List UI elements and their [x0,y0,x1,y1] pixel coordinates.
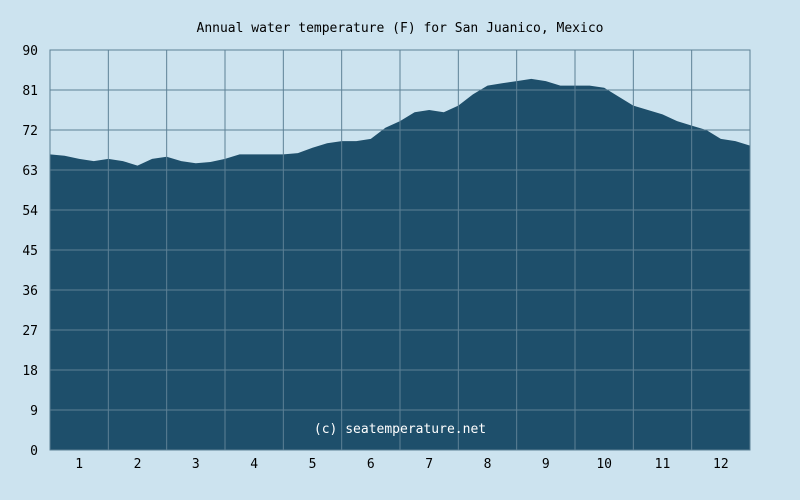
x-tick-label: 7 [425,457,433,472]
x-tick-label: 9 [542,457,550,472]
y-tick-label: 45 [22,244,38,259]
x-tick-label: 10 [596,457,612,472]
x-tick-label: 6 [367,457,375,472]
chart-title: Annual water temperature (F) for San Jua… [197,21,604,36]
y-tick-label: 9 [30,404,38,419]
watermark-text: (c) seatemperature.net [314,422,486,437]
x-tick-label: 11 [655,457,671,472]
y-tick-label: 63 [22,164,38,179]
plot-frame [49,49,751,451]
y-tick-label: 36 [22,284,38,299]
x-tick-label: 8 [484,457,492,472]
x-tick-label: 3 [192,457,200,472]
y-tick-label: 18 [22,364,38,379]
x-tick-label: 1 [75,457,83,472]
y-tick-label: 0 [30,444,38,459]
y-tick-label: 54 [22,204,38,219]
x-tick-label: 5 [309,457,317,472]
y-tick-label: 81 [22,84,38,99]
x-tick-label: 2 [134,457,142,472]
y-tick-label: 90 [22,44,38,59]
x-tick-label: 12 [713,457,729,472]
x-axis-ticks: 1 2 3 4 5 6 7 8 9 10 11 12 [75,457,728,472]
y-tick-label: 27 [22,324,38,339]
y-axis-ticks: 0 9 18 27 36 45 54 63 72 81 90 [22,44,38,459]
x-tick-label: 4 [250,457,258,472]
y-tick-label: 72 [22,124,38,139]
